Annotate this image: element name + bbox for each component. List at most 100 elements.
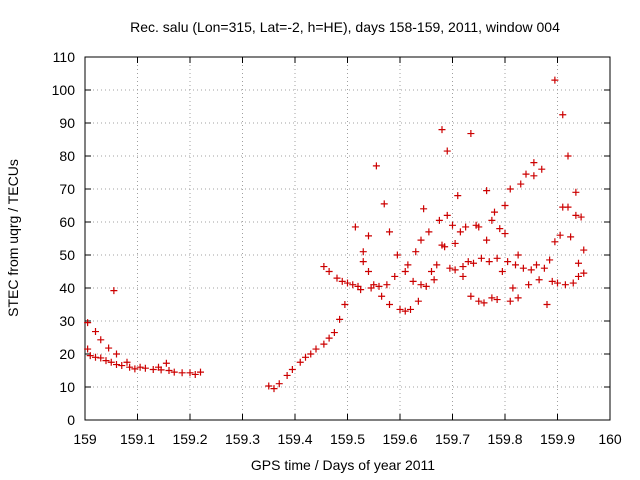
data-point [498,268,506,275]
data-point [92,328,99,336]
data-points [84,76,588,393]
x-tick-label: 160 [598,431,622,447]
x-tick-label: 159.9 [540,431,575,447]
data-point [422,282,430,290]
chart-title: Rec. salu (Lon=315, Lat=-2, h=HE), days … [130,19,560,35]
data-point [417,281,425,289]
x-axis-label: GPS time / Days of year 2011 [251,457,435,473]
data-point [475,223,483,231]
data-point [428,268,435,275]
data-point [351,223,359,231]
data-point [270,385,278,393]
data-point [86,352,94,360]
data-point [438,126,446,134]
data-point [162,359,170,367]
data-point [288,366,296,374]
y-tick-label: 10 [59,379,75,395]
data-point [107,358,115,366]
data-point [433,261,441,269]
data-point [131,365,139,373]
data-point [375,282,383,290]
data-point [527,266,535,274]
y-axis-label: STEC from uqrg / TECUs [5,159,21,317]
data-point [105,344,113,352]
data-point [370,281,378,289]
data-point [514,251,522,259]
data-point [113,350,120,358]
data-point [365,232,372,240]
data-point [312,345,320,353]
data-point [165,367,173,374]
data-point [275,380,283,388]
data-point [538,165,546,173]
y-tick-label: 60 [59,214,75,230]
data-point [456,228,464,236]
x-tick-label: 159.4 [277,431,312,447]
data-point [365,268,372,275]
data-point [551,76,559,84]
data-point [396,305,404,313]
data-point [543,301,551,308]
x-tick-label: 159 [73,431,97,447]
data-point [430,276,438,284]
data-point [330,329,338,337]
data-point [191,370,199,378]
grid [85,57,610,420]
data-point [372,162,380,170]
data-point [572,211,580,219]
data-point [556,231,564,239]
data-point [383,281,391,289]
x-tick-label: 159.3 [225,431,260,447]
data-point [488,216,496,224]
data-point [525,281,533,289]
data-point [462,223,470,231]
data-point [333,274,341,282]
data-point [391,272,399,280]
data-point [359,248,367,256]
data-point [485,258,493,266]
data-point [454,192,462,200]
data-point [325,268,333,275]
data-point [141,364,149,372]
data-point [548,277,556,285]
data-point [380,200,388,208]
data-point [561,281,569,289]
data-point [378,292,386,300]
data-point [512,261,519,269]
data-point [540,264,548,272]
data-point [464,258,472,266]
data-point [401,268,409,275]
data-point [302,353,309,361]
data-point [559,111,567,119]
data-point [459,263,467,271]
data-point [514,294,522,302]
data-point [443,211,451,219]
x-tick-label: 159.6 [382,431,417,447]
data-point [102,357,110,365]
data-point [149,366,157,374]
data-point [530,159,538,167]
data-point [551,238,559,246]
data-point [467,292,475,300]
data-point [443,147,451,155]
x-tick-label: 159.7 [435,431,470,447]
data-point [393,251,401,259]
data-point [320,340,328,348]
data-point [178,369,186,377]
data-point [470,259,477,267]
data-point [435,216,443,224]
x-tick-label: 159.5 [330,431,365,447]
data-point [567,233,575,241]
y-tick-label: 100 [52,82,76,98]
data-point [496,225,504,233]
data-point [580,269,588,277]
data-point [320,263,328,271]
data-point [84,345,92,353]
data-point [564,203,572,211]
data-point [157,366,165,374]
data-point [344,279,351,287]
data-point [136,363,144,371]
data-point [519,264,527,272]
data-point [420,205,428,213]
data-point [501,230,509,238]
